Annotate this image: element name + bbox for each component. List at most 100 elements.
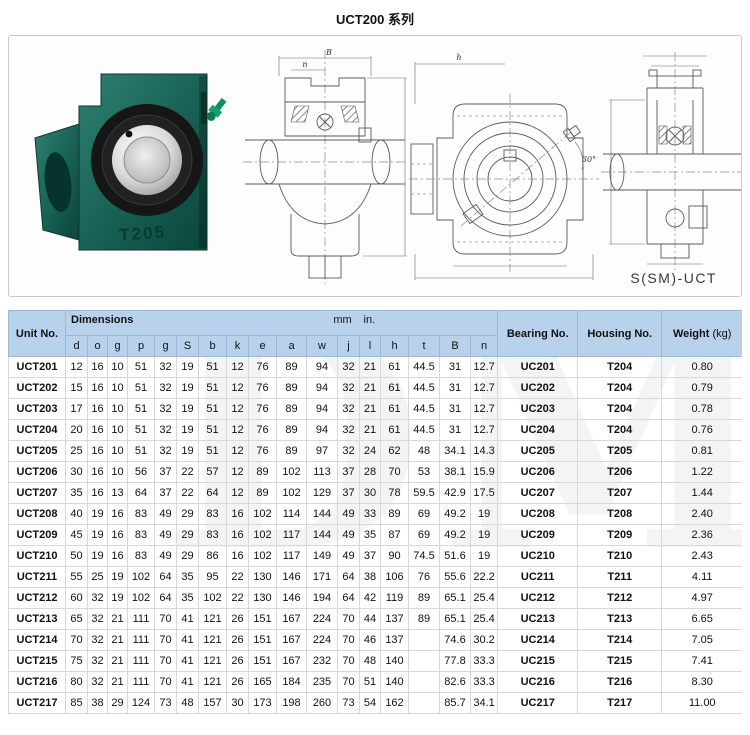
dim-col-B: B xyxy=(439,335,471,357)
dim-cell: 167 xyxy=(276,650,307,672)
weight-cell: 4.97 xyxy=(661,587,742,609)
dim-cell: 44.5 xyxy=(408,419,440,441)
weight-cell: 2.40 xyxy=(661,503,742,525)
bearing-no-cell: UC212 xyxy=(497,587,579,609)
dim-cell: 29 xyxy=(176,524,199,546)
dim-cell: 102 xyxy=(276,461,307,483)
dim-cell: 89 xyxy=(248,461,277,483)
dim-cell: 35 xyxy=(176,566,199,588)
dim-cell: 25 xyxy=(65,440,88,462)
dim-cell: 61 xyxy=(380,356,409,378)
dim-cell: 76 xyxy=(248,356,277,378)
dim-cell: 17.5 xyxy=(469,482,499,504)
dim-cell: 171 xyxy=(306,566,338,588)
dim-cell: 19 xyxy=(176,419,199,441)
dim-cell: 24 xyxy=(359,440,381,462)
dim-cell: 194 xyxy=(306,587,338,609)
housing-no-cell: T211 xyxy=(577,566,663,588)
dim-cell: 83 xyxy=(198,503,227,525)
dim-cell: 130 xyxy=(248,566,277,588)
dim-cell: 26 xyxy=(226,671,249,693)
housing-no-cell: T205 xyxy=(577,440,663,462)
dim-cell: 17 xyxy=(65,398,88,420)
dim-cell: 78 xyxy=(380,482,409,504)
dim-cell: 82.6 xyxy=(439,671,471,693)
dim-col-t: t xyxy=(408,335,440,357)
dim-cell: 37 xyxy=(337,482,360,504)
dim-col-b: b xyxy=(198,335,227,357)
dim-cell: 56 xyxy=(127,461,155,483)
dim-cell: 25 xyxy=(87,566,108,588)
dim-label-n: n xyxy=(302,60,307,69)
dim-cell: 70 xyxy=(337,650,360,672)
dim-cell: 13 xyxy=(107,482,128,504)
grease-fitting-symbol xyxy=(562,124,582,143)
bearing-no-cell: UC215 xyxy=(497,650,579,672)
dim-cell: 16 xyxy=(226,503,249,525)
housing-no-cell: T217 xyxy=(577,692,663,714)
dim-cell: 38.1 xyxy=(439,461,471,483)
dim-cell: 41 xyxy=(176,671,199,693)
dim-col-l: l xyxy=(359,335,381,357)
dim-cell: 117 xyxy=(276,524,307,546)
dim-cell: 12.7 xyxy=(469,419,499,441)
dim-cell: 102 xyxy=(248,503,277,525)
bearing-no-cell: UC214 xyxy=(497,629,579,651)
dim-cell: 30.2 xyxy=(469,629,499,651)
unit-no-cell: UCT205 xyxy=(8,440,66,462)
dim-cell: 94 xyxy=(306,398,338,420)
dim-cell: 16 xyxy=(107,503,128,525)
unit-no-cell: UCT201 xyxy=(8,356,66,378)
dim-cell: 55.6 xyxy=(439,566,471,588)
bearing-no-cell: UC207 xyxy=(497,482,579,504)
dim-cell: 119 xyxy=(380,587,409,609)
unit-no-cell: UCT214 xyxy=(8,629,66,651)
dim-cell: 89 xyxy=(276,398,307,420)
dim-cell: 22 xyxy=(176,461,199,483)
bearing-no-cell: UC201 xyxy=(497,356,579,378)
dim-cell: 12 xyxy=(226,356,249,378)
dim-cell: 162 xyxy=(380,692,409,714)
unit-no-cell: UCT215 xyxy=(8,650,66,672)
dim-cell: 42 xyxy=(359,587,381,609)
dim-cell: 51 xyxy=(127,356,155,378)
dimensions-label: Dimensions xyxy=(71,314,134,326)
dim-cell: 157 xyxy=(198,692,227,714)
dim-cell: 12.7 xyxy=(469,356,499,378)
table-row: UCT210 50 19 16 83 49 29 86 16 102 117 149 49 37 90 74.… xyxy=(8,545,742,567)
dim-cell: 121 xyxy=(198,650,227,672)
dim-cell: 102 xyxy=(276,482,307,504)
dim-cell: 95 xyxy=(198,566,227,588)
dim-cell: 32 xyxy=(337,440,360,462)
weight-cell: 0.80 xyxy=(661,356,742,378)
dim-cell: 21 xyxy=(359,398,381,420)
dim-cell: 37 xyxy=(337,461,360,483)
dim-cell: 74.5 xyxy=(408,545,440,567)
dim-col-e: e xyxy=(248,335,277,357)
table-row: UCT206 30 16 10 56 37 22 57 12 89 102 113 37 28 70 53 38… xyxy=(8,461,742,483)
dim-label-B: B xyxy=(325,48,332,57)
dim-cell: 102 xyxy=(248,524,277,546)
bearing-no-cell: UC205 xyxy=(497,440,579,462)
dim-cell: 94 xyxy=(306,356,338,378)
dim-cell: 64 xyxy=(154,566,177,588)
dim-cell: 48 xyxy=(176,692,199,714)
dim-cell: 49 xyxy=(337,545,360,567)
dim-cell: 32 xyxy=(87,650,108,672)
col-header-unit-no: Unit No. xyxy=(8,310,66,357)
dim-cell: 111 xyxy=(127,650,155,672)
dim-cell: 32 xyxy=(87,671,108,693)
dim-cell: 51 xyxy=(127,377,155,399)
dim-cell: 48 xyxy=(359,650,381,672)
dim-cell: 140 xyxy=(380,650,409,672)
unit-no-cell: UCT203 xyxy=(8,398,66,420)
diagram-panel: T205 B n xyxy=(8,35,742,297)
dim-cell: 64 xyxy=(154,587,177,609)
dim-cell: 51 xyxy=(127,440,155,462)
unit-no-cell: UCT207 xyxy=(8,482,66,504)
dim-cell: 70 xyxy=(154,671,177,693)
dim-cell: 69 xyxy=(408,524,440,546)
dim-cell: 89 xyxy=(276,356,307,378)
table-row: UCT201 12 16 10 51 32 19 51 12 76 89 94 32 21 61 44.5 31… xyxy=(8,356,742,378)
dim-cell: 19 xyxy=(87,524,108,546)
